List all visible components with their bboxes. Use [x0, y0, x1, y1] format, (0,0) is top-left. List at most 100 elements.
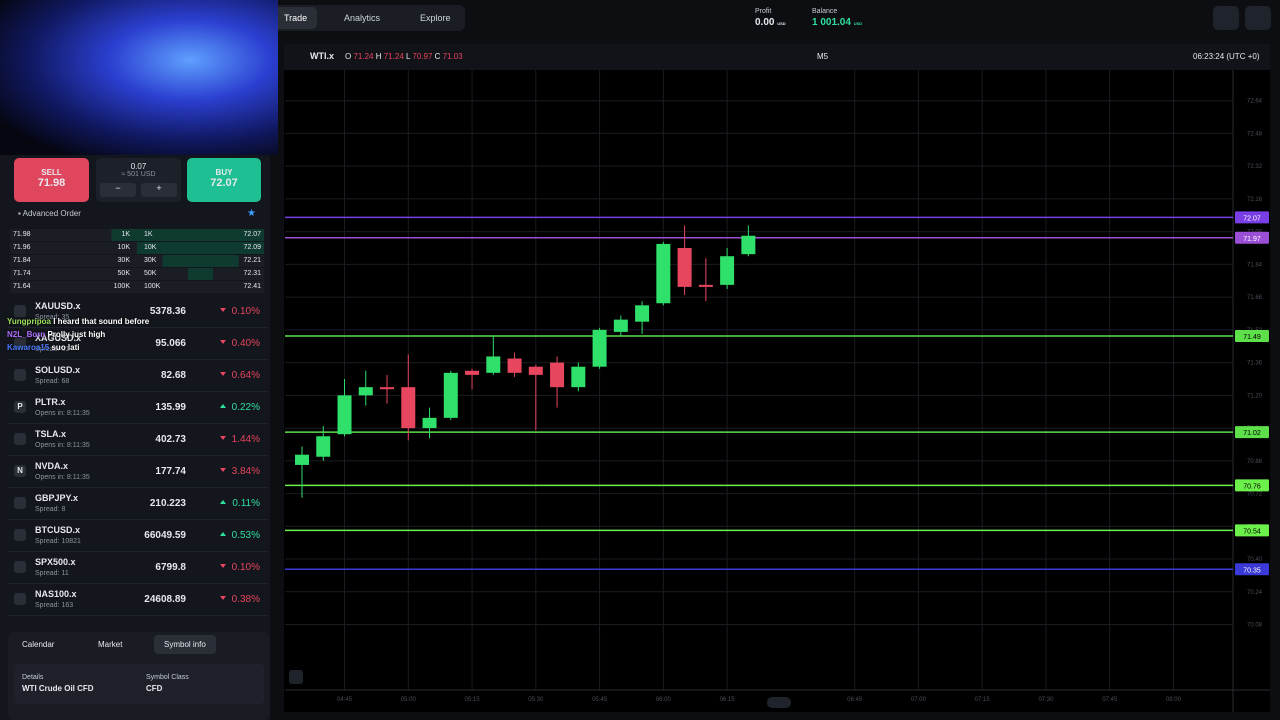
depth-cell: 71.84: [13, 257, 31, 264]
symbol-icon: P: [14, 401, 26, 413]
profit-value: 0.00: [755, 17, 775, 28]
candle-body: [358, 387, 373, 396]
change: 3.84%: [231, 466, 260, 477]
x-tick-label: 05:30: [528, 697, 544, 703]
level-label: 70.54: [1243, 528, 1261, 535]
nav-tab[interactable]: Analytics: [344, 13, 381, 23]
bottom-tab[interactable]: Symbol info: [154, 635, 216, 654]
level-tag: [1235, 479, 1269, 492]
x-tick-label: 08:00: [1166, 697, 1182, 703]
x-tick-label: 06:00: [656, 697, 672, 703]
price: 82.68: [160, 370, 186, 381]
account-button[interactable]: [1245, 6, 1271, 30]
price: 95.066: [155, 338, 186, 349]
change-arrow: [220, 532, 226, 536]
ohlc: O 71.24 H 71.24 L 70.97 C 71.03: [345, 52, 463, 61]
depth-cell: 10K: [117, 244, 130, 251]
depth-cell: 72.21: [243, 257, 261, 264]
watchlist-row[interactable]: P PLTR.x Opens in: 8:11:35 135.99 0.22%: [8, 392, 268, 424]
change-arrow: [220, 500, 226, 504]
symbol: SPX500.x: [35, 557, 76, 567]
y-tick-label: 72.64: [1247, 99, 1263, 105]
depth-cell: 71.98: [13, 231, 31, 238]
watchlist-row[interactable]: XAGUSD.x Spread: 61 95.066 0.40%: [8, 328, 268, 360]
change: 0.64%: [231, 370, 260, 381]
symbol-sub: Spread: 163: [35, 602, 74, 609]
price: 210.223: [149, 498, 186, 509]
chat-message: N2L_Born Prolly just high: [7, 330, 207, 339]
chat-message: Yungpripoa I heard that sound before: [7, 317, 207, 326]
ohlc-label: O: [345, 52, 352, 61]
bottom-tab[interactable]: Market: [98, 640, 123, 649]
watchlist-row[interactable]: N NVDA.x Opens in: 8:11:35 177.74 3.84%: [8, 456, 268, 488]
notifications-button[interactable]: [1213, 6, 1239, 30]
change: 0.10%: [231, 562, 260, 573]
symbol: TSLA.x: [35, 429, 67, 439]
watchlist-row[interactable]: NAS100.x Spread: 163 24608.89 0.38%: [8, 584, 268, 616]
y-tick-label: 72.32: [1247, 164, 1263, 170]
buy-label: BUY: [215, 168, 233, 177]
watchlist-row[interactable]: SOLUSD.x Spread: 68 82.68 0.64%: [8, 360, 268, 392]
symbol-sub: Opens in: 8:11:35: [35, 442, 90, 449]
sell-button[interactable]: SELL 71.98: [14, 158, 89, 202]
candle-body: [337, 395, 352, 435]
symbol-sub: Spread: 10821: [35, 538, 81, 545]
change-arrow: [220, 308, 226, 312]
candle-body: [592, 329, 607, 367]
ohlc-value: 71.03: [442, 52, 463, 61]
change: 1.44%: [231, 434, 260, 445]
symbol: SOLUSD.x: [35, 365, 81, 375]
minus-button[interactable]: −: [100, 183, 136, 197]
candle-body: [550, 362, 565, 388]
candle-body: [465, 370, 480, 375]
depth-cell: 1K: [144, 231, 153, 238]
symbol-icon: [14, 305, 26, 317]
balance-value: 1 001.04: [812, 17, 851, 28]
depth-row: 71.96 10K 10K 72.09: [10, 242, 264, 254]
nav-tab[interactable]: Explore: [420, 13, 451, 23]
level-tag: [1235, 563, 1269, 576]
level-tag: [1235, 211, 1269, 224]
profit-label: Profit: [755, 8, 772, 15]
symbol-sub: Spread: 8: [35, 506, 66, 513]
ohlc-label: H: [375, 52, 382, 61]
y-tick-label: 72.48: [1247, 131, 1263, 137]
x-tick-label: 05:00: [401, 697, 417, 703]
volume[interactable]: 0.07: [130, 162, 147, 171]
timeframe[interactable]: M5: [817, 52, 829, 61]
change: 0.40%: [231, 338, 260, 349]
watchlist-row[interactable]: GBPJPY.x Spread: 8 210.223 0.11%: [8, 488, 268, 520]
watchlist-row[interactable]: BTCUSD.x Spread: 10821 66049.59 0.53%: [8, 520, 268, 552]
symbol-sub: Spread: 61: [35, 346, 70, 353]
class: CFD: [146, 684, 163, 693]
symbol: NVDA.x: [35, 461, 69, 471]
ohlc-value: 71.24: [353, 52, 374, 61]
bottom-tab[interactable]: Calendar: [22, 640, 55, 649]
watchlist-row[interactable]: SPX500.x Spread: 11 6799.8 0.10%: [8, 552, 268, 584]
advanced-order[interactable]: ▪ Advanced Order: [18, 209, 81, 218]
candle-body: [635, 305, 650, 322]
watchlist-row[interactable]: XAUUSD.x Spread: 35 5378.36 0.10%: [8, 296, 268, 328]
favorite-icon[interactable]: ★: [247, 208, 256, 219]
change-arrow: [220, 436, 226, 440]
buy-button[interactable]: BUY 72.07: [187, 158, 261, 202]
nav-tab[interactable]: Trade: [274, 7, 318, 29]
symbol: XAUUSD.x: [35, 301, 81, 311]
chat-text: suo lati: [51, 343, 80, 352]
level-label: 71.97: [1243, 236, 1261, 243]
y-tick-label: 70.72: [1247, 492, 1263, 498]
depth-row: 71.84 30K 30K 72.21: [10, 255, 264, 267]
price: 5378.36: [149, 306, 186, 317]
y-tick-label: 70.40: [1247, 557, 1263, 563]
depth-table: 71.98 1K 1K 72.07 71.96 10K 10K 72.09 71.84 30K 30…: [10, 229, 264, 295]
depth-cell: 1K: [121, 231, 130, 238]
symbol-icon: [14, 593, 26, 605]
change-arrow: [220, 596, 226, 600]
watchlist-row[interactable]: TSLA.x Opens in: 8:11:35 402.73 1.44%: [8, 424, 268, 456]
depth-cell: 72.09: [243, 244, 261, 251]
depth-cell: 50K: [117, 270, 130, 277]
plus-button[interactable]: +: [141, 183, 177, 197]
x-tick-label: 07:15: [975, 697, 991, 703]
symbol-icon: [14, 369, 26, 381]
chat-text: Prolly just high: [47, 330, 106, 339]
